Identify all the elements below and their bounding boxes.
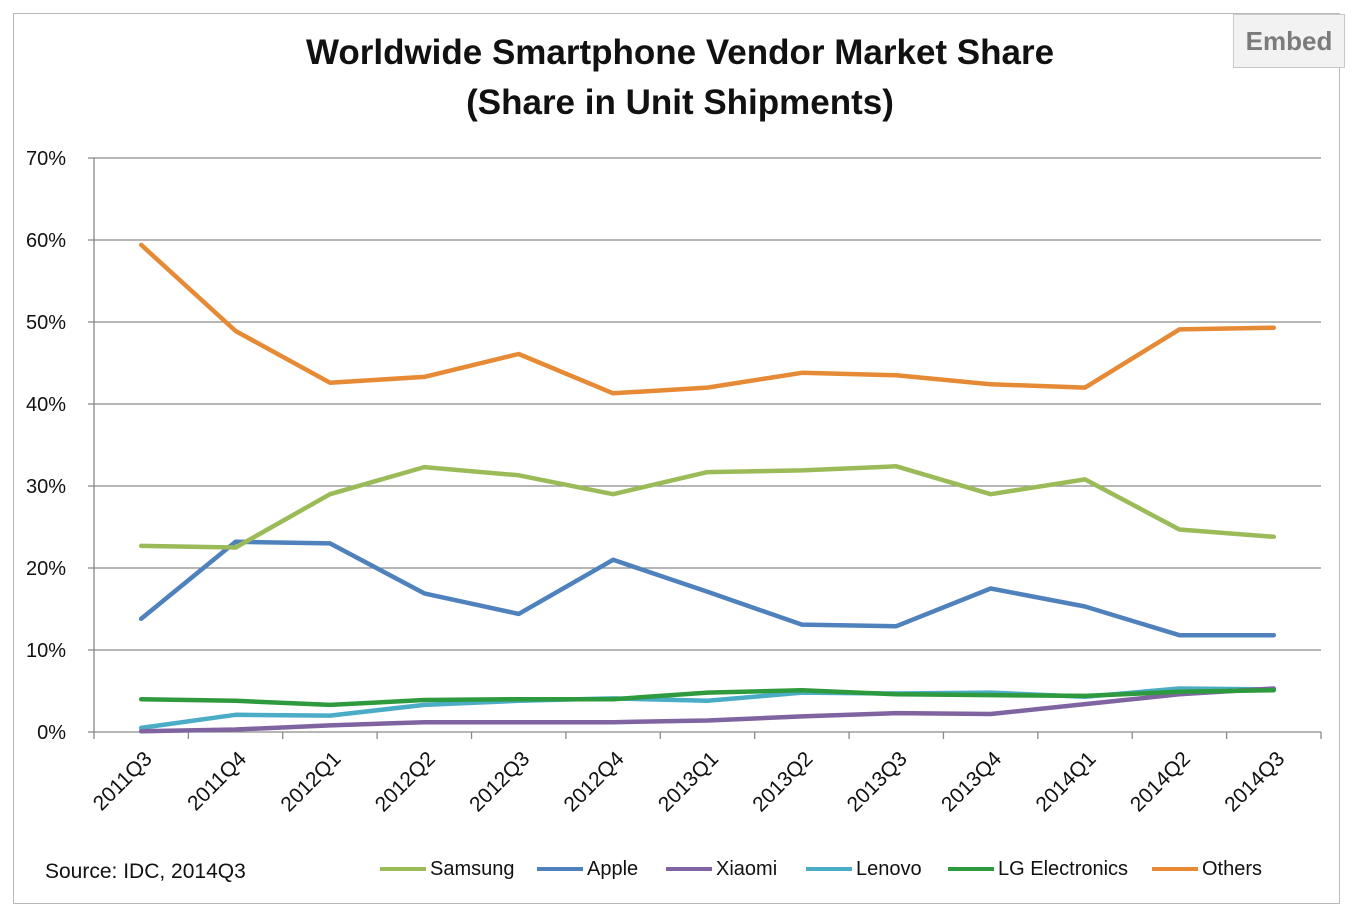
legend-swatch: [537, 867, 583, 871]
y-tick-label: 30%: [26, 476, 66, 498]
y-tick-label: 50%: [26, 312, 66, 334]
legend-item-samsung: Samsung: [380, 856, 515, 882]
source-note: Source: IDC, 2014Q3: [45, 860, 246, 883]
legend-label: Apple: [587, 857, 639, 880]
legend-swatch: [1152, 867, 1198, 871]
legend-label: Xiaomi: [716, 857, 778, 880]
chart-subtitle: (Share in Unit Shipments): [466, 83, 894, 122]
x-tick-label: 2013Q3: [843, 747, 912, 816]
series-line-lg-electronics: [138, 687, 1277, 708]
legend-label: Others: [1202, 857, 1263, 880]
x-tick-label: 2012Q4: [560, 747, 629, 816]
chart-frame: [13, 13, 1340, 904]
series-line-xiaomi: [138, 686, 1277, 734]
x-tick-label: 2012Q3: [465, 747, 534, 816]
x-tick-label: 2013Q2: [748, 747, 817, 816]
legend-item-xiaomi: Xiaomi: [666, 856, 777, 882]
x-tick-label: 2014Q1: [1031, 747, 1100, 816]
legend-item-lg-electronics: LG Electronics: [948, 856, 1128, 882]
legend-swatch: [380, 867, 426, 871]
y-tick-label: 10%: [26, 640, 66, 662]
chart-title: Worldwide Smartphone Vendor Market Share…: [180, 28, 1180, 128]
x-tick-label: 2011Q4: [183, 747, 251, 815]
chart-title-line-1: Worldwide Smartphone Vendor Market Share: [305, 33, 1055, 72]
y-tick-label: 0%: [37, 722, 66, 744]
x-tick-label: 2011Q3: [89, 747, 157, 815]
embed-button[interactable]: Embed: [1233, 14, 1345, 68]
legend-swatch: [666, 867, 712, 871]
x-tick-label: 2012Q2: [371, 747, 440, 816]
x-tick-label: 2012Q1: [276, 747, 345, 816]
x-tick-label: 2014Q3: [1220, 747, 1289, 816]
y-tick-label: 40%: [26, 394, 66, 416]
legend-label: Samsung: [430, 857, 515, 880]
x-tick-label: 2014Q2: [1126, 747, 1195, 816]
legend-swatch: [806, 867, 852, 871]
series-line-others: [138, 242, 1277, 396]
legend-label: Lenovo: [856, 857, 922, 880]
y-tick-label: 70%: [26, 148, 66, 170]
legend-swatch: [948, 867, 994, 871]
series-line-samsung: [138, 464, 1277, 550]
legend-label: LG Electronics: [998, 857, 1129, 880]
y-tick-label: 20%: [26, 558, 66, 580]
x-tick-label: 2013Q4: [937, 747, 1006, 816]
x-tick-label: 2013Q1: [654, 747, 723, 816]
y-tick-label: 60%: [26, 230, 66, 252]
legend-item-lenovo: Lenovo: [806, 856, 922, 882]
series-line-apple: [138, 539, 1277, 638]
legend-item-others: Others: [1152, 856, 1262, 882]
legend-item-apple: Apple: [537, 856, 638, 882]
